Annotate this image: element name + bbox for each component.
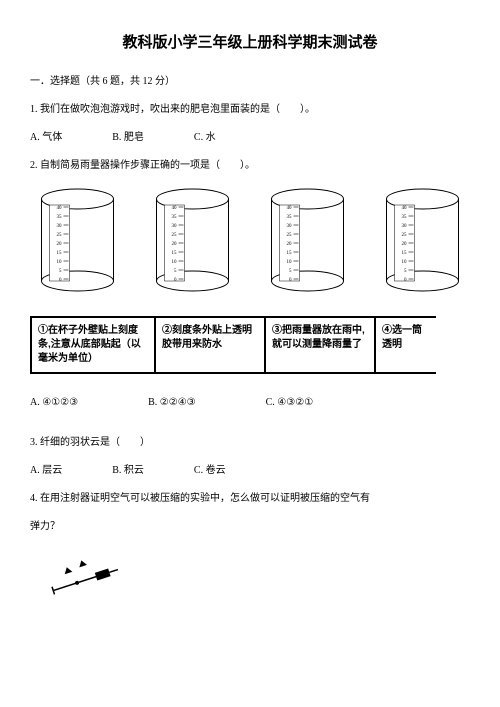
q1-opt-a: A. 气体 <box>30 129 62 147</box>
svg-text:10: 10 <box>287 260 293 265</box>
q2-opt-c: C. ④③②① <box>266 394 314 412</box>
svg-text:25: 25 <box>402 233 408 238</box>
cylinder-1: 4035302520151050 <box>30 185 125 302</box>
svg-text:35: 35 <box>172 215 178 220</box>
q3-opt-c: C. 卷云 <box>194 462 226 480</box>
step-box-2: ②刻度条外贴上透明胶带用来防水 <box>156 316 266 374</box>
svg-text:25: 25 <box>172 233 178 238</box>
cylinder-3: 4035302520151050 <box>260 185 355 302</box>
svg-text:15: 15 <box>57 251 63 256</box>
q1-opt-b: B. 肥皂 <box>112 129 144 147</box>
question-4-line2: 弹力？ <box>30 518 470 536</box>
q1-options: A. 气体 B. 肥皂 C. 水 <box>30 129 470 147</box>
svg-text:40: 40 <box>402 206 408 211</box>
svg-text:30: 30 <box>172 224 178 229</box>
svg-text:15: 15 <box>172 251 178 256</box>
q1-opt-c: C. 水 <box>194 129 216 147</box>
svg-text:40: 40 <box>172 206 178 211</box>
svg-text:20: 20 <box>57 242 63 247</box>
svg-text:20: 20 <box>402 242 408 247</box>
svg-text:10: 10 <box>402 260 408 265</box>
page-title: 教科版小学三年级上册科学期末测试卷 <box>30 30 470 57</box>
svg-text:10: 10 <box>57 260 63 265</box>
svg-text:25: 25 <box>287 233 293 238</box>
cylinder-4: 4035302520151050 <box>375 185 470 302</box>
q3-opt-b: B. 积云 <box>112 462 144 480</box>
cylinder-2: 4035302520151050 <box>145 185 240 302</box>
svg-text:20: 20 <box>172 242 178 247</box>
svg-text:40: 40 <box>287 206 293 211</box>
svg-text:15: 15 <box>287 251 293 256</box>
svg-text:30: 30 <box>402 224 408 229</box>
svg-text:15: 15 <box>402 251 408 256</box>
question-2: 2. 自制简易雨量器操作步骤正确的一项是（ ）。 <box>30 157 470 175</box>
svg-text:35: 35 <box>57 215 63 220</box>
syringe-diagram <box>40 550 470 607</box>
question-1: 1. 我们在做吹泡泡游戏时，吹出来的肥皂泡里面装的是（ ）。 <box>30 101 470 119</box>
svg-text:20: 20 <box>287 242 293 247</box>
cylinder-row: 4035302520151050 4035302520151050 403530… <box>30 185 470 302</box>
svg-text:10: 10 <box>172 260 178 265</box>
svg-text:25: 25 <box>57 233 63 238</box>
svg-text:30: 30 <box>287 224 293 229</box>
svg-text:35: 35 <box>402 215 408 220</box>
step-box-4: ④选一筒透明 <box>376 316 436 374</box>
section-heading: 一．选择题（共 6 题，共 12 分） <box>30 73 470 91</box>
question-4-line1: 4. 在用注射器证明空气可以被压缩的实验中，怎么做可以证明被压缩的空气有 <box>30 490 470 508</box>
step-box-1: ①在杯子外壁贴上刻度条,注意从底部贴起（以毫米为单位） <box>30 316 156 374</box>
svg-text:30: 30 <box>57 224 63 229</box>
svg-text:35: 35 <box>287 215 293 220</box>
question-3: 3. 纤细的羽状云是（ ） <box>30 434 470 452</box>
svg-text:40: 40 <box>57 206 63 211</box>
q2-options: A. ④①②③ B. ②②④③ C. ④③②① <box>30 394 470 412</box>
step-box-3: ③把雨量器放在雨中,就可以测量降雨量了 <box>266 316 376 374</box>
q2-opt-a: A. ④①②③ <box>30 394 78 412</box>
q2-opt-b: B. ②②④③ <box>148 394 196 412</box>
q3-opt-a: A. 层云 <box>30 462 62 480</box>
q3-options: A. 层云 B. 积云 C. 卷云 <box>30 462 470 480</box>
step-boxes: ①在杯子外壁贴上刻度条,注意从底部贴起（以毫米为单位） ②刻度条外贴上透明胶带用… <box>30 316 470 374</box>
